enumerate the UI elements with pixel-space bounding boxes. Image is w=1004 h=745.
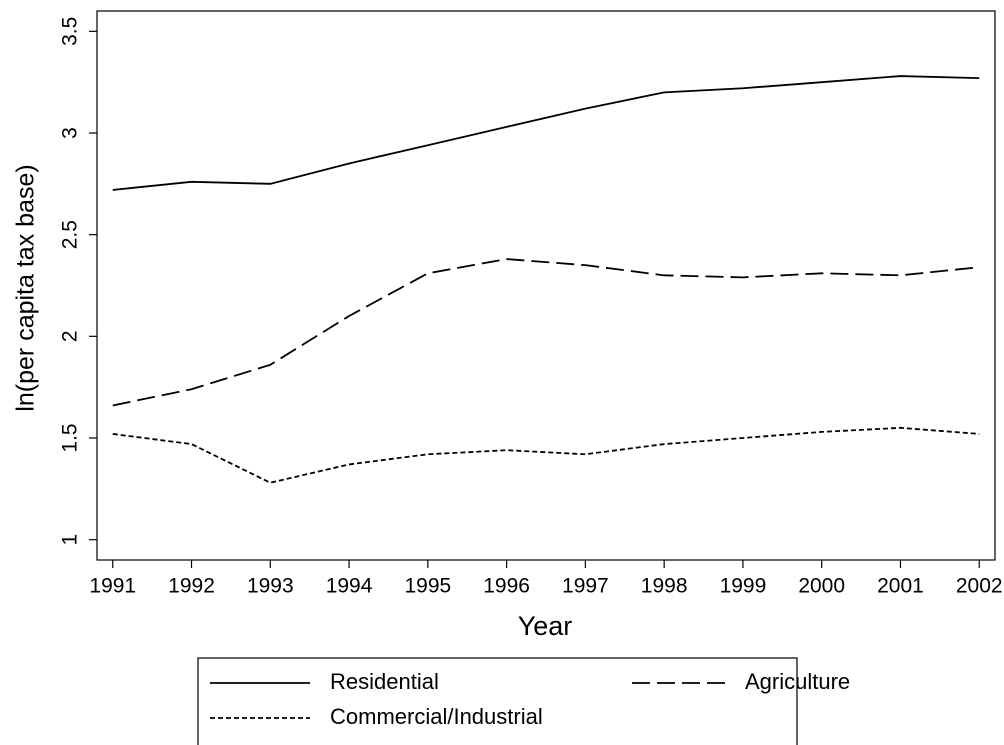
series-line [112, 426, 980, 484]
x-tick-label: 1992 [168, 575, 215, 598]
x-tick-label: 2001 [877, 575, 924, 598]
x-tick-label: 1996 [483, 575, 530, 598]
legend-label: Commercial/Industrial [330, 704, 543, 729]
x-tick-label: 1993 [247, 575, 294, 598]
y-tick-label: 3.5 [59, 17, 82, 46]
y-axis-title: ln(per capita tax base) [12, 164, 40, 411]
series-line [112, 258, 980, 407]
x-tick-label: 1994 [326, 575, 373, 598]
x-tick-label: 1997 [562, 575, 609, 598]
legend-label: Agriculture [745, 669, 850, 694]
x-tick-label: 1999 [720, 575, 767, 598]
x-tick-label: 1991 [89, 575, 136, 598]
x-tick-label: 2000 [798, 575, 845, 598]
plot-frame [96, 10, 996, 561]
x-tick-label: 2002 [956, 575, 1003, 598]
x-tick-label: 1998 [641, 575, 688, 598]
y-tick-label: 2.5 [59, 220, 82, 249]
series-line [112, 75, 980, 191]
legend-box [197, 657, 798, 745]
legend-label: Residential [330, 669, 439, 694]
y-tick-label: 1 [59, 534, 82, 546]
y-tick-label: 3 [59, 127, 82, 139]
x-axis-title: Year [518, 611, 573, 641]
y-tick-label: 1.5 [59, 423, 82, 452]
y-tick-label: 2 [59, 330, 82, 342]
x-tick-label: 1995 [404, 575, 451, 598]
